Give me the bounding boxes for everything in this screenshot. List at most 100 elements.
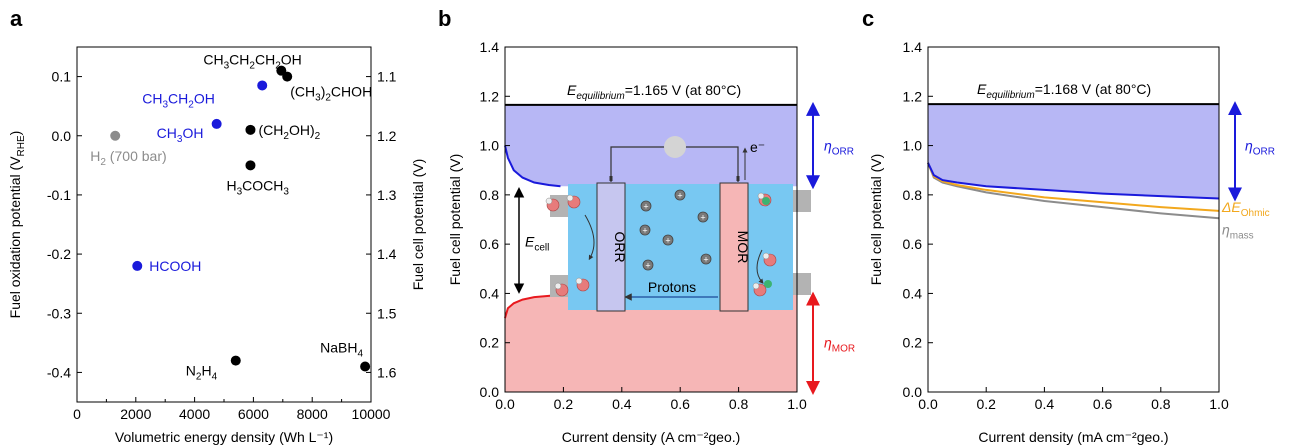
y-tick-label-b: 1.4: [480, 39, 500, 55]
equilibrium-label: Eequilibrium=1.165 V (at 80°C): [567, 82, 741, 102]
panel-letter-b: b: [438, 6, 451, 31]
anode-curve: [504, 293, 561, 319]
data-label-a: HCOOH: [149, 258, 201, 274]
mor-label: MOR: [735, 231, 751, 264]
x-tick-label-c: 0.2: [976, 396, 996, 412]
eta-orr-region-c: [928, 104, 1219, 199]
series-line-blue: [927, 162, 1220, 200]
flow-channel: [793, 190, 811, 212]
y2-tick-label-a: 1.3: [377, 187, 397, 203]
proton-plus-icon: +: [645, 261, 650, 271]
molecule-h-icon: [762, 252, 770, 260]
y-tick-label-a: -0.1: [47, 187, 71, 203]
data-point-a: [132, 260, 143, 271]
y-tick-label-a: 0.0: [52, 128, 72, 144]
data-label-a: H3COCH3: [226, 177, 289, 197]
y-tick-label-a: -0.3: [47, 305, 71, 321]
data-label-a: CH3CH2CH2OH: [203, 52, 301, 72]
y-tick-label-b: 0.4: [480, 285, 500, 301]
eta-mor-label: ηMOR: [824, 335, 855, 355]
y-tick-label-c: 0.4: [903, 285, 923, 301]
proton-icon: [674, 189, 686, 201]
x-tick-label-a: 2000: [120, 406, 151, 422]
y-tick-label-b: 0.6: [480, 236, 500, 252]
y-tick-label-b: 1.0: [480, 138, 500, 154]
molecule-h-icon: [575, 277, 583, 285]
x-tick-label-a: 10000: [352, 406, 391, 422]
data-label-a: CH3CH2OH: [142, 90, 215, 110]
x-tick-label-c: 0.6: [1093, 396, 1113, 412]
equilibrium-label-c: Eequilibrium=1.168 V (at 80°C): [977, 81, 1151, 101]
proton-icon: [662, 234, 674, 246]
data-label-a: H2 (700 bar): [90, 148, 166, 168]
y-tick-label-c: 0.8: [903, 187, 923, 203]
y-tick-label-c: 1.0: [903, 138, 923, 154]
y-axis-title-c: Fuel cell potential (V): [868, 154, 884, 286]
x-tick-label-c: 0.0: [918, 396, 938, 412]
proton-plus-icon: +: [703, 255, 708, 265]
proton-icon: [639, 224, 651, 236]
y-tick-label-c: 1.2: [903, 88, 923, 104]
x-axis-title-b: Current density (A cm⁻²geo.): [562, 429, 741, 445]
molecule-c-icon: [762, 197, 770, 205]
eta-orr-label: ηORR: [824, 138, 854, 158]
proton-icon: [642, 259, 654, 271]
x-axis-title-c: Current density (mA cm⁻²geo.): [978, 429, 1168, 445]
proton-icon: [640, 200, 652, 212]
proton-plus-icon: +: [677, 191, 682, 201]
y2-axis-title-a: Fuel cell potential (V): [410, 159, 426, 291]
x-tick-label-b: 0.8: [729, 396, 749, 412]
molecule-h-icon: [752, 282, 760, 290]
eta-mor-region: [505, 294, 797, 392]
mor-electrode: [719, 182, 749, 312]
orr-electrode: [596, 182, 626, 312]
x-tick-label-a: 6000: [238, 406, 269, 422]
protons-label: Protons: [648, 279, 696, 295]
proton-icon: [697, 211, 709, 223]
x-tick-label-b: 0.2: [554, 396, 574, 412]
y-tick-label-c: 0.2: [903, 335, 923, 351]
x-tick-label-b: 0.4: [612, 396, 632, 412]
y2-tick-label-a: 1.6: [377, 364, 397, 380]
molecule-c-icon: [764, 280, 772, 288]
y-tick-label-b: 0.0: [480, 384, 500, 400]
y-tick-label-c: 0.0: [903, 384, 923, 400]
cathode-curve: [504, 145, 561, 188]
proton-plus-icon: +: [700, 213, 705, 223]
data-point-a: [282, 71, 293, 82]
y-axis-title-a: Fuel oxidation potential (VRHE): [7, 131, 27, 319]
y-tick-label-a: -0.2: [47, 246, 71, 262]
data-label-a: CH3OH: [157, 125, 204, 145]
series-line-gray: [927, 162, 1220, 220]
reaction-arrow: [584, 214, 595, 261]
y-tick-label-b: 0.2: [480, 335, 500, 351]
plot-frame-b: [504, 46, 798, 393]
flow-channel: [793, 273, 811, 295]
molecule-h-icon: [545, 197, 553, 205]
panel-letter-a: a: [10, 6, 23, 31]
orr-label: ORR: [612, 231, 628, 262]
y-tick-label-c: 0.6: [903, 236, 923, 252]
y-tick-label-b: 0.8: [480, 187, 500, 203]
molecule-h-icon: [566, 194, 574, 202]
x-axis-title-a: Volumetric energy density (Wh L⁻¹): [115, 429, 333, 445]
x-tick-label-b: 1.0: [787, 396, 807, 412]
chart-a: 0 2000 4000 6000 8000 10000 0.1 0.0 -0.1 -0.2 -0.3…: [7, 46, 426, 445]
y2-tick-label-a: 1.1: [377, 69, 397, 85]
y-tick-label-a: -0.4: [47, 364, 71, 380]
proton-icon: [700, 253, 712, 265]
x-tick-label-c: 0.4: [1035, 396, 1055, 412]
x-tick-label-a: 0: [73, 406, 81, 422]
series-line-orange: [927, 162, 1220, 212]
delta-e-ohmic-label: ΔEOhmic: [1221, 199, 1270, 219]
panel-letter-c: c: [862, 6, 874, 31]
data-point-a: [245, 160, 256, 171]
data-point-a: [257, 80, 268, 91]
x-tick-label-a: 4000: [179, 406, 210, 422]
data-label-a: (CH3)2CHOH: [290, 84, 372, 104]
load-icon: [664, 136, 686, 158]
data-point-a: [230, 355, 241, 366]
data-point-a: [245, 124, 256, 135]
x-tick-label-c: 0.8: [1151, 396, 1171, 412]
